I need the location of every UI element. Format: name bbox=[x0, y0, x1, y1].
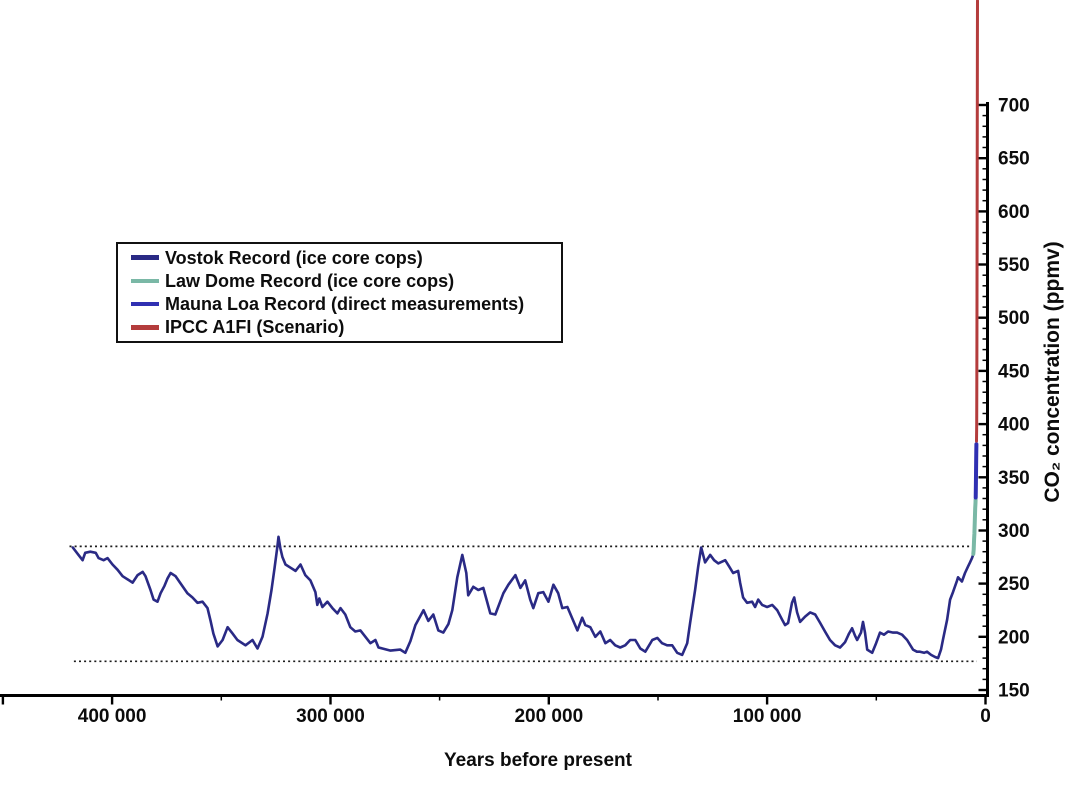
legend-label-law-dome: Law Dome Record (ice core cops) bbox=[165, 270, 455, 291]
legend-item-law-dome: Law Dome Record (ice core cops) bbox=[118, 269, 561, 292]
legend-label-ipcc-a1fi: IPCC A1FI (Scenario) bbox=[165, 317, 345, 338]
legend-swatch-vostok bbox=[131, 255, 159, 260]
legend-item-vostok: Vostok Record (ice core cops) bbox=[118, 246, 561, 269]
y-tick-label-550: 550 bbox=[998, 255, 1030, 276]
y-tick-label-600: 600 bbox=[998, 202, 1030, 223]
y-tick-label-200: 200 bbox=[998, 627, 1030, 648]
chart-legend: Vostok Record (ice core cops) Law Dome R… bbox=[116, 242, 563, 343]
y-tick-label-500: 500 bbox=[998, 308, 1030, 329]
legend-label-vostok: Vostok Record (ice core cops) bbox=[165, 247, 423, 268]
y-axis-title: CO₂ concentration (ppmv) bbox=[1041, 241, 1064, 502]
y-tick-label-300: 300 bbox=[998, 521, 1030, 542]
x-tick-label-300000: 300 000 bbox=[296, 706, 365, 727]
legend-item-ipcc-a1fi: IPCC A1FI (Scenario) bbox=[118, 316, 561, 339]
series-line-ipcc-a1fi bbox=[975, 0, 979, 443]
legend-swatch-ipcc-a1fi bbox=[131, 325, 159, 330]
x-tick-label-200000: 200 000 bbox=[514, 706, 583, 727]
y-tick-label-450: 450 bbox=[998, 361, 1030, 382]
y-tick-label-250: 250 bbox=[998, 574, 1030, 595]
series-line-mauna-loa bbox=[973, 442, 979, 500]
y-tick-label-400: 400 bbox=[998, 415, 1030, 436]
x-tick-label-0: 0 bbox=[980, 706, 991, 727]
x-tick-label-400000: 400 000 bbox=[78, 706, 147, 727]
legend-swatch-law-dome bbox=[131, 278, 159, 284]
y-tick-label-700: 700 bbox=[998, 96, 1030, 117]
y-tick-label-650: 650 bbox=[998, 149, 1030, 170]
legend-swatch-mauna-loa bbox=[131, 301, 159, 307]
x-axis-title: Years before present bbox=[444, 750, 633, 771]
x-tick-label-100000: 100 000 bbox=[733, 706, 802, 727]
legend-label-mauna-loa: Mauna Loa Record (direct measurements) bbox=[165, 294, 525, 315]
series-line-vostok bbox=[71, 535, 975, 660]
y-tick-label-350: 350 bbox=[998, 468, 1030, 489]
y-tick-label-150: 150 bbox=[998, 681, 1030, 702]
legend-item-mauna-loa: Mauna Loa Record (direct measurements) bbox=[118, 293, 561, 316]
series-line-law-dome bbox=[971, 497, 978, 556]
